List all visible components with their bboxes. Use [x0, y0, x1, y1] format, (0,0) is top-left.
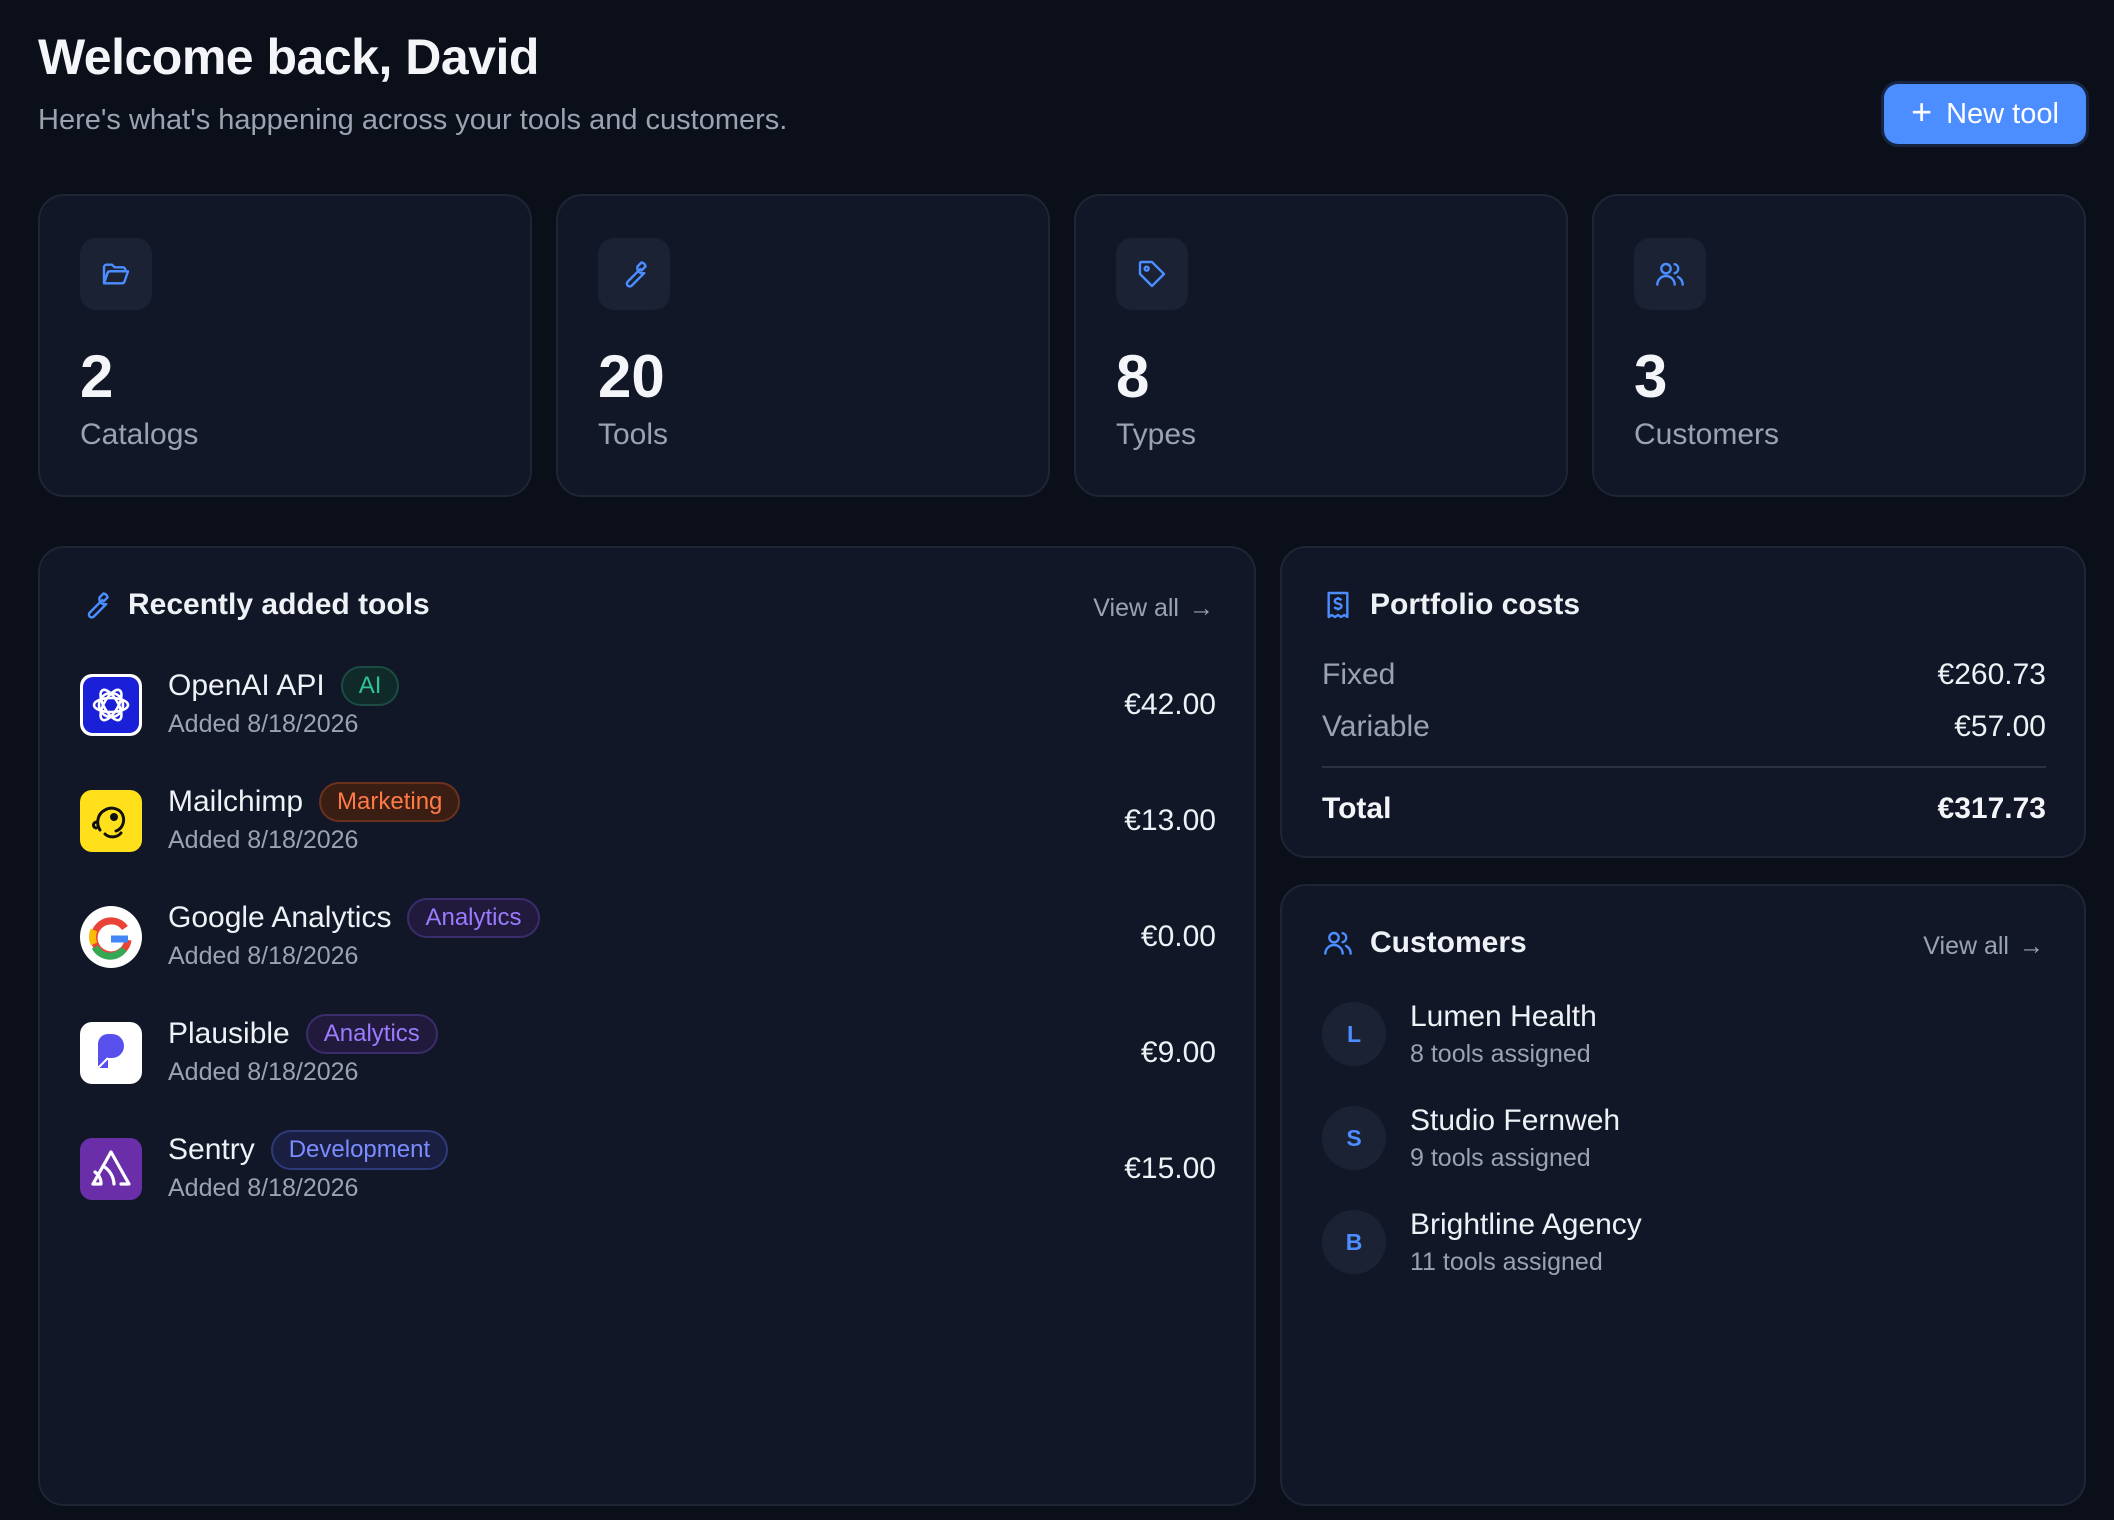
divider [1322, 766, 2046, 768]
stat-card-customers[interactable]: 3 Customers [1592, 194, 2086, 497]
plausible-logo-icon [80, 1022, 142, 1084]
page-header: Welcome back, David Here's what's happen… [38, 0, 2086, 160]
tool-added-date: Added 8/18/2026 [168, 942, 359, 970]
customer-name: Lumen Health [1410, 1000, 1597, 1033]
folder-icon [80, 238, 152, 310]
tool-tag: Analytics [305, 1014, 438, 1054]
tool-price: €0.00 [1140, 920, 1216, 953]
tool-price: €42.00 [1124, 688, 1216, 721]
stat-value: 20 [598, 343, 665, 410]
recent-tools-panel: Recently added tools View all → OpenAI A… [38, 546, 1256, 1506]
portfolio-costs-title: Portfolio costs [1322, 588, 1580, 622]
tool-row-mailchimp[interactable]: Mailchimp Marketing Added 8/18/2026 €13.… [80, 780, 1216, 860]
stat-label: Catalogs [80, 418, 199, 451]
stats-row: 2 Catalogs 20 Tools 8 Types 3 Customers [38, 194, 2086, 497]
page-title: Welcome back, David [38, 29, 539, 85]
wrench-icon [87, 592, 109, 619]
tool-name: Google Analytics Analytics [168, 898, 540, 938]
tool-name-text: Plausible [168, 1017, 290, 1050]
view-all-customers-link[interactable]: View all → [1923, 932, 2044, 961]
cost-value: €260.73 [1937, 658, 2046, 691]
cost-value: €317.73 [1937, 792, 2046, 825]
tool-name: OpenAI API AI [168, 666, 400, 706]
panel-title-text: Customers [1370, 926, 1527, 959]
stat-value: 2 [80, 343, 114, 410]
customer-row-lumen-health[interactable]: L Lumen Health 8 tools assigned [1322, 1000, 2046, 1070]
stat-label: Tools [598, 418, 669, 451]
arrow-right-icon: → [2019, 932, 2044, 960]
avatar: S [1322, 1106, 1386, 1170]
stat-label: Customers [1634, 418, 1780, 451]
avatar: B [1322, 1210, 1386, 1274]
stat-value: 3 [1634, 343, 1668, 410]
tool-price: €13.00 [1124, 804, 1216, 837]
arrow-right-icon: → [1189, 594, 1214, 622]
customer-row-studio-fernweh[interactable]: S Studio Fernweh 9 tools assigned [1322, 1104, 2046, 1174]
tool-row-sentry[interactable]: Sentry Development Added 8/18/2026 €15.0… [80, 1128, 1216, 1208]
tool-name-text: Google Analytics [168, 901, 392, 934]
panel-title-text: Portfolio costs [1370, 588, 1581, 621]
stat-value: 8 [1116, 343, 1150, 410]
cost-label: Variable [1322, 710, 1430, 743]
cost-row-variable: Variable €57.00 [1322, 710, 2046, 744]
customer-tools-count: 8 tools assigned [1410, 1040, 1591, 1068]
sentry-logo-icon [80, 1138, 142, 1200]
portfolio-costs-panel: Portfolio costs Fixed €260.73 Variable €… [1280, 546, 2086, 858]
new-tool-button[interactable]: + New tool [1884, 84, 2086, 144]
cost-label: Fixed [1322, 658, 1396, 691]
tool-name: Sentry Development [168, 1130, 449, 1170]
tool-name-text: Sentry [168, 1133, 255, 1166]
dashboard-page: Welcome back, David Here's what's happen… [38, 0, 2086, 1520]
openai-logo-icon [80, 674, 142, 736]
receipt-icon [1327, 591, 1349, 619]
tool-name-text: OpenAI API [168, 669, 325, 702]
mailchimp-logo-icon [80, 790, 142, 852]
tool-tag: AI [340, 666, 400, 706]
tool-added-date: Added 8/18/2026 [168, 826, 359, 854]
view-all-label: View all [1093, 594, 1179, 622]
cost-row-total: Total €317.73 [1322, 792, 2046, 826]
customer-tools-count: 11 tools assigned [1410, 1248, 1603, 1276]
tool-tag: Marketing [319, 782, 461, 822]
plus-icon: + [1911, 91, 1933, 132]
tool-added-date: Added 8/18/2026 [168, 1174, 359, 1202]
tag-icon [1116, 238, 1188, 310]
page-subtitle: Here's what's happening across your tool… [38, 104, 788, 136]
tool-added-date: Added 8/18/2026 [168, 710, 359, 738]
tool-added-date: Added 8/18/2026 [168, 1058, 359, 1086]
tool-tag: Development [270, 1130, 449, 1170]
customer-name: Brightline Agency [1410, 1208, 1642, 1241]
recent-tools-title: Recently added tools [80, 588, 430, 622]
tool-name: Plausible Analytics [168, 1014, 438, 1054]
users-icon [1324, 931, 1352, 955]
google-logo-icon [80, 906, 142, 968]
new-tool-label: New tool [1946, 97, 2059, 130]
cost-value: €57.00 [1954, 710, 2046, 743]
customers-panel: Customers View all → L Lumen Health 8 to… [1280, 884, 2086, 1506]
users-icon [1634, 238, 1706, 310]
tool-price: €15.00 [1124, 1152, 1216, 1185]
stat-card-types[interactable]: 8 Types [1074, 194, 1568, 497]
tool-price: €9.00 [1140, 1036, 1216, 1069]
cost-row-fixed: Fixed €260.73 [1322, 658, 2046, 692]
avatar: L [1322, 1002, 1386, 1066]
customer-tools-count: 9 tools assigned [1410, 1144, 1591, 1172]
wrench-icon [598, 238, 670, 310]
tool-name-text: Mailchimp [168, 785, 304, 818]
stat-card-tools[interactable]: 20 Tools [556, 194, 1050, 497]
tool-tag: Analytics [407, 898, 540, 938]
cost-label: Total [1322, 792, 1392, 825]
customers-title: Customers [1322, 926, 1527, 960]
tool-row-openai[interactable]: OpenAI API AI Added 8/18/2026 €42.00 [80, 664, 1216, 744]
tool-row-google-analytics[interactable]: Google Analytics Analytics Added 8/18/20… [80, 896, 1216, 976]
stat-label: Types [1116, 418, 1197, 451]
view-all-tools-link[interactable]: View all → [1093, 594, 1214, 623]
customer-row-brightline-agency[interactable]: B Brightline Agency 11 tools assigned [1322, 1208, 2046, 1278]
customer-name: Studio Fernweh [1410, 1104, 1621, 1137]
tool-row-plausible[interactable]: Plausible Analytics Added 8/18/2026 €9.0… [80, 1012, 1216, 1092]
stat-card-catalogs[interactable]: 2 Catalogs [38, 194, 532, 497]
view-all-label: View all [1923, 932, 2009, 960]
panel-title-text: Recently added tools [128, 588, 430, 621]
tool-name: Mailchimp Marketing [168, 782, 461, 822]
